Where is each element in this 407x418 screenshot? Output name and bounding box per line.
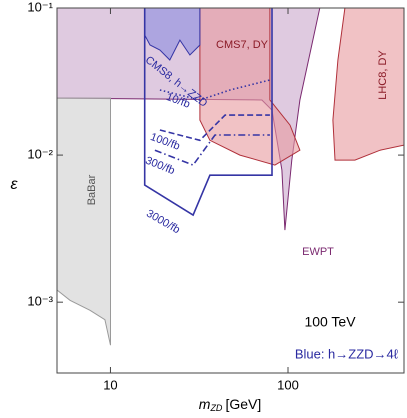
plot-area (57, 8, 404, 346)
x-label-unit: [GeV] (225, 396, 261, 412)
region-label: CMS7, DY (216, 39, 269, 51)
x-tick-label: 10 (103, 377, 117, 392)
region-label: 3000/fb (144, 208, 182, 237)
limit-line (143, 8, 273, 217)
x-label-subscript: ZD (209, 403, 222, 413)
limit-line (154, 134, 270, 167)
region (144, 8, 201, 61)
region-label: 300/fb (144, 155, 177, 178)
limit-line (159, 114, 270, 142)
x-label-symbol: m (199, 396, 211, 412)
y-tick-label: 10⁻¹ (27, 0, 53, 14)
limit-line (159, 79, 271, 101)
x-tick-label: 100 (277, 377, 299, 392)
y-tick-label: 10⁻² (27, 147, 53, 162)
region-label: BaBar (86, 174, 98, 205)
region-label: LHC8, DY (377, 50, 389, 100)
frame (56, 7, 405, 374)
region (57, 97, 111, 346)
region-label: EWPT (302, 246, 334, 258)
y-tick-label: 10⁻³ (27, 294, 53, 309)
region (332, 8, 404, 161)
region (199, 8, 301, 166)
annotation: Blue: h→ZZD→4ℓ (295, 346, 399, 361)
annotation: 100 TeV (304, 314, 356, 330)
region-label: 100/fb (149, 131, 182, 153)
y-axis-label: ε (10, 176, 18, 193)
x-axis-label: mZD [GeV] (199, 396, 261, 414)
